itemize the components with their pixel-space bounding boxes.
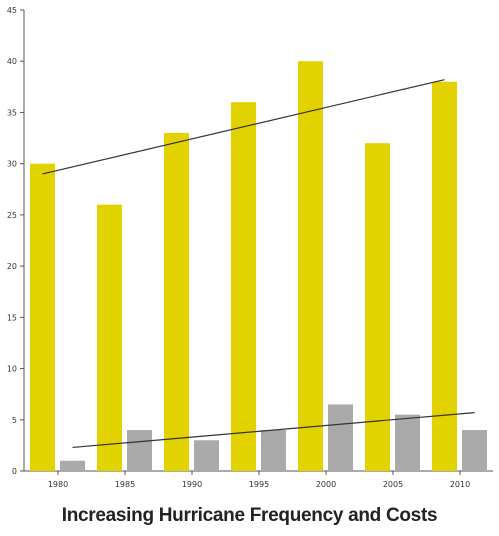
chart-title: Increasing Hurricane Frequency and Costs bbox=[61, 505, 438, 526]
bar-series-1-1990 bbox=[164, 132, 189, 471]
bar-series-1-2000 bbox=[298, 61, 323, 471]
bar-series-2-1995 bbox=[261, 430, 286, 471]
x-tick-label: 1985 bbox=[115, 480, 135, 489]
y-tick-label: 20 bbox=[7, 262, 17, 271]
chart-axes bbox=[23, 10, 493, 472]
y-tick-label: 35 bbox=[7, 108, 17, 117]
bar-series-2-1980 bbox=[60, 460, 85, 471]
x-axis-ticks: 1980 1985 1990 1995 2000 2005 2010 bbox=[48, 471, 470, 489]
bar-series-1-1985 bbox=[97, 204, 122, 471]
y-tick-label: 5 bbox=[12, 416, 17, 425]
bar-series-1-2010 bbox=[432, 81, 457, 471]
trend-line-series-2 bbox=[72, 412, 475, 449]
x-tick-label: 1980 bbox=[48, 480, 68, 489]
bar-series-2-2000 bbox=[328, 404, 353, 471]
bar-series-2-1985 bbox=[127, 430, 152, 471]
y-tick-label: 25 bbox=[7, 211, 17, 220]
y-tick-label: 0 bbox=[12, 467, 17, 476]
x-tick-label: 2000 bbox=[316, 480, 336, 489]
trend-line-series-1 bbox=[42, 79, 445, 175]
y-tick-label: 30 bbox=[7, 160, 17, 169]
bar-series-2-2005 bbox=[395, 414, 420, 471]
bar-series-1-1995 bbox=[231, 102, 256, 471]
x-tick-label: 2005 bbox=[383, 480, 403, 489]
hurricane-bar-chart: 0 5 10 15 20 25 30 35 40 45 1980 1985 1990 1995 2000 2… bbox=[7, 6, 493, 489]
y-tick-label: 10 bbox=[7, 365, 17, 374]
x-tick-label: 2010 bbox=[450, 480, 470, 489]
bar-series-1-2005 bbox=[365, 143, 390, 471]
y-tick-label: 45 bbox=[7, 6, 17, 15]
trend-lines bbox=[42, 79, 475, 449]
bar-series-2-2010 bbox=[462, 430, 487, 471]
y-tick-label: 15 bbox=[7, 313, 17, 322]
y-axis-ticks: 0 5 10 15 20 25 30 35 40 45 bbox=[7, 6, 24, 476]
y-tick-label: 40 bbox=[7, 57, 17, 66]
x-tick-label: 1995 bbox=[249, 480, 269, 489]
bar-series-2-1990 bbox=[194, 440, 219, 471]
bar-series bbox=[30, 61, 487, 471]
x-tick-label: 1990 bbox=[182, 480, 202, 489]
bar-series-1-1980 bbox=[30, 163, 55, 471]
